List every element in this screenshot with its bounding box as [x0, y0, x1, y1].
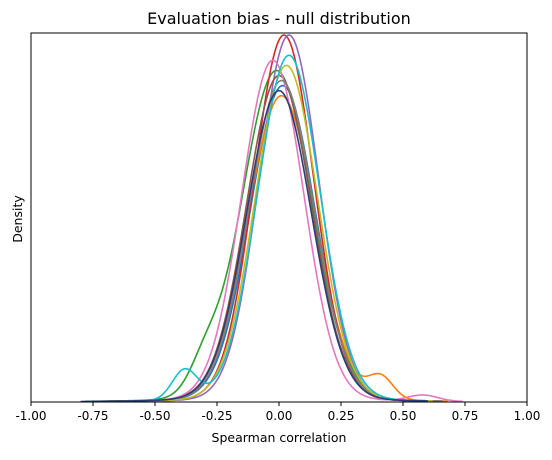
- x-tick-label: -0.75: [77, 409, 108, 423]
- plot-area: [30, 32, 528, 403]
- chart-title: Evaluation bias - null distribution: [147, 9, 411, 28]
- x-tick-label: 0.50: [390, 409, 417, 423]
- x-tick-label: 0.00: [266, 409, 293, 423]
- series-line-3: [85, 69, 428, 402]
- series-line-4: [130, 34, 441, 402]
- series-line-8: [115, 79, 443, 402]
- series-line-10: [100, 54, 428, 402]
- x-tick-label: 0.25: [328, 409, 355, 423]
- series-line-1: [105, 84, 441, 402]
- x-axis: -1.00 -0.75 -0.50 -0.25 0.00 0.25 0.50 0.75 1.00: [15, 402, 540, 423]
- series-line-6: [105, 74, 443, 402]
- series-line-9: [115, 64, 433, 402]
- x-tick-label: -1.00: [15, 409, 46, 423]
- x-tick-label: 0.75: [452, 409, 479, 423]
- y-axis-label: Density: [10, 195, 25, 243]
- x-axis-label: Spearman correlation: [212, 430, 347, 445]
- series-line-7: [125, 59, 463, 402]
- series-line-2: [92, 94, 448, 402]
- x-tick-label: 1.00: [514, 409, 541, 423]
- series-line-11: [80, 89, 428, 402]
- x-tick-label: -0.50: [139, 409, 170, 423]
- x-tick-label: -0.25: [201, 409, 232, 423]
